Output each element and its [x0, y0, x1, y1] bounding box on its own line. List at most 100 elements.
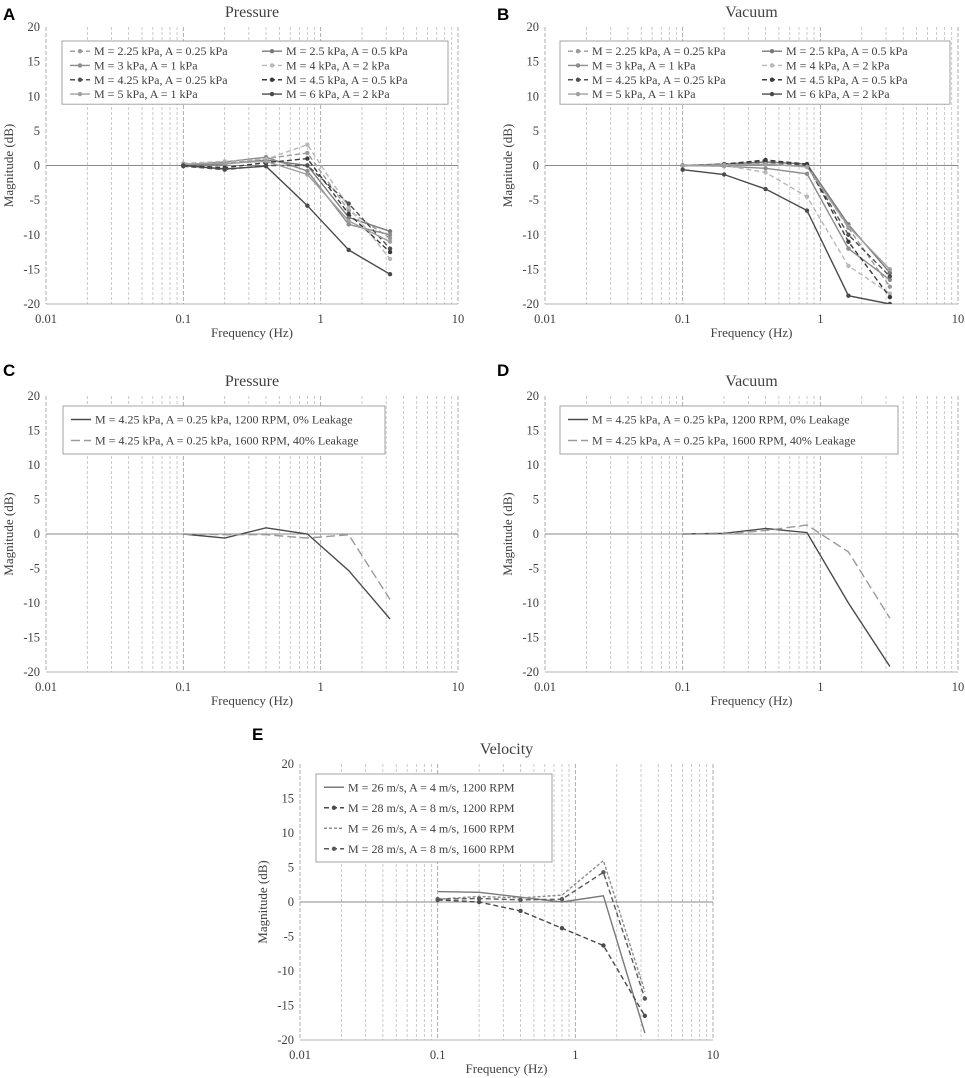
y-tick-label: -20 — [277, 1033, 294, 1047]
legend-label: M = 4 kPa, A = 2 kPa — [786, 58, 890, 72]
data-point — [181, 163, 186, 168]
y-tick-label: -20 — [522, 297, 539, 311]
panel-letter: D — [497, 361, 509, 380]
data-point — [642, 996, 648, 1001]
legend-item: M = 28 m/s, A = 8 m/s, 1600 RPM — [324, 842, 515, 856]
legend-item: M = 2.5 kPa, A = 0.5 kPa — [762, 44, 908, 58]
y-tick-label: 15 — [527, 424, 540, 438]
data-point — [763, 170, 768, 175]
series-line-5 — [183, 164, 391, 250]
series-line-7 — [183, 160, 391, 243]
y-tick-label: -5 — [529, 562, 539, 576]
legend-item: M = 4.25 kPa, A = 0.25 kPa, 1600 RPM, 40… — [568, 434, 856, 448]
y-axis-title: Magnitude (dB) — [500, 492, 515, 575]
legend-box — [61, 40, 449, 105]
legend-marker — [769, 77, 775, 82]
legend: M = 4.25 kPa, A = 0.25 kPa, 1200 RPM, 0%… — [62, 405, 386, 455]
legend-marker — [269, 48, 275, 54]
y-tick-label: 15 — [282, 792, 295, 806]
legend-item: M = 4.5 kPa, A = 0.5 kPa — [762, 73, 908, 87]
series-line-2 — [682, 524, 891, 619]
data-point — [387, 249, 393, 255]
legend-item: M = 4.25 kPa, A = 0.25 kPa, 1600 RPM, 40… — [71, 434, 359, 448]
series-line-2 — [183, 533, 391, 600]
data-point — [642, 1013, 648, 1019]
legend-marker — [575, 77, 581, 82]
data-point — [763, 161, 768, 167]
legend: M = 2.25 kPa, A = 0.25 kPa M = 2.5 kPa, A… — [559, 40, 951, 105]
legend-item: M = 6 kPa, A = 2 kPa — [262, 87, 390, 101]
y-tick-label: 20 — [28, 389, 41, 403]
data-point — [721, 172, 727, 177]
data-point — [305, 156, 310, 161]
y-tick-label: 10 — [28, 458, 41, 472]
data-point — [763, 186, 768, 192]
y-tick-label: 15 — [28, 55, 41, 69]
legend-item: M = 26 m/s, A = 4 m/s, 1600 RPM — [324, 821, 515, 835]
y-tick-label: 20 — [527, 20, 540, 34]
legend-marker — [269, 77, 275, 82]
data-point — [804, 194, 810, 199]
series-group — [680, 157, 893, 304]
series-line-6 — [682, 159, 891, 298]
legend-box — [559, 40, 951, 105]
legend-marker — [769, 63, 775, 68]
legend-label: M = 3 kPa, A = 1 kPa — [94, 58, 198, 72]
x-tick-label: 10 — [707, 1048, 720, 1062]
data-point — [804, 208, 810, 213]
x-axis-title: Frequency (Hz) — [711, 693, 793, 708]
data-point — [721, 162, 727, 168]
data-point — [518, 908, 523, 914]
y-tick-label: -10 — [277, 964, 294, 978]
series-line-5 — [682, 160, 891, 277]
legend: M = 26 m/s, A = 4 m/s, 1200 RPM M = 28 m/… — [315, 773, 553, 863]
data-point — [763, 166, 768, 171]
chart-title: Vacuum — [725, 373, 778, 390]
series-line-1 — [682, 527, 891, 667]
legend-label: M = 26 m/s, A = 4 m/s, 1600 RPM — [348, 821, 515, 835]
legend-marker — [77, 91, 83, 97]
y-tick-label: 0 — [533, 159, 539, 173]
data-point — [601, 870, 606, 875]
x-tick-label: 0.01 — [534, 312, 556, 326]
legend-label: M = 4.25 kPa, A = 0.25 kPa, 1200 RPM, 0%… — [592, 413, 850, 427]
legend-label: M = 5 kPa, A = 1 kPa — [592, 87, 696, 101]
legend-label: M = 2.5 kPa, A = 0.5 kPa — [286, 44, 408, 58]
x-tick-label: 10 — [452, 312, 465, 326]
data-point — [305, 150, 310, 156]
y-tick-label: 0 — [34, 159, 40, 173]
legend-label: M = 4 kPa, A = 2 kPa — [286, 58, 390, 72]
data-point — [346, 247, 351, 253]
legend-marker — [331, 846, 337, 851]
x-tick-label: 0.01 — [289, 1048, 311, 1062]
y-tick-label: 15 — [527, 55, 540, 69]
series-group — [183, 527, 391, 620]
legend-item: M = 4.5 kPa, A = 0.5 kPa — [262, 73, 408, 87]
y-tick-label: 10 — [527, 458, 540, 472]
legend-marker — [575, 91, 581, 97]
data-point — [305, 203, 310, 208]
data-point — [804, 171, 810, 177]
legend-marker — [269, 91, 275, 97]
data-point — [846, 239, 851, 244]
panel-letter: C — [3, 361, 15, 380]
y-tick-label: -5 — [30, 193, 40, 207]
legend-label: M = 2.25 kPa, A = 0.25 kPa — [592, 44, 726, 58]
legend-marker — [575, 48, 581, 54]
data-point — [222, 161, 227, 166]
y-tick-label: -5 — [284, 930, 294, 944]
legend-item: M = 3 kPa, A = 1 kPa — [70, 58, 198, 72]
series-line-1 — [437, 890, 646, 1034]
y-tick-label: -15 — [522, 631, 539, 645]
data-point — [387, 229, 393, 234]
y-tick-label: -15 — [277, 999, 294, 1013]
legend: M = 4.25 kPa, A = 0.25 kPa, 1200 RPM, 0%… — [559, 405, 899, 455]
legend-label: M = 6 kPa, A = 2 kPa — [286, 87, 390, 101]
legend-marker — [331, 805, 337, 810]
data-point — [387, 236, 393, 241]
x-tick-label: 0.01 — [534, 680, 556, 694]
data-point — [887, 301, 893, 304]
y-tick-label: 20 — [527, 389, 540, 403]
data-point — [263, 159, 269, 164]
